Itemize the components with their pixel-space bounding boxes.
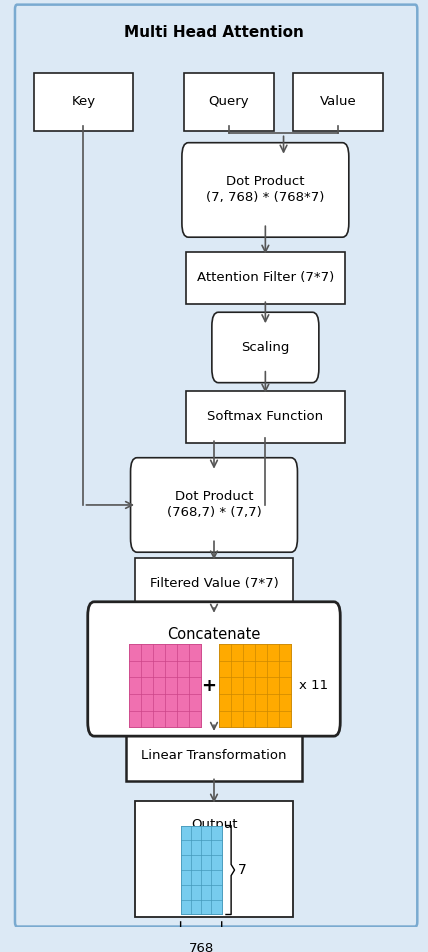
Text: Output: Output — [191, 818, 237, 831]
Text: Softmax Function: Softmax Function — [207, 410, 324, 424]
Text: Multi Head Attention: Multi Head Attention — [124, 25, 304, 40]
FancyBboxPatch shape — [212, 312, 319, 383]
Text: Attention Filter (7*7): Attention Filter (7*7) — [197, 271, 334, 285]
Text: Scaling: Scaling — [241, 341, 290, 354]
FancyBboxPatch shape — [88, 602, 340, 736]
Text: 768: 768 — [189, 942, 214, 952]
Text: Filtered Value (7*7): Filtered Value (7*7) — [150, 577, 278, 590]
FancyBboxPatch shape — [34, 73, 133, 130]
FancyBboxPatch shape — [135, 558, 293, 609]
Text: Value: Value — [320, 95, 357, 109]
FancyBboxPatch shape — [135, 801, 293, 917]
Text: Dot Product
(7, 768) * (768*7): Dot Product (7, 768) * (768*7) — [206, 175, 324, 205]
Bar — [129, 644, 201, 727]
Text: 7: 7 — [238, 863, 247, 877]
Text: Concatenate: Concatenate — [167, 626, 261, 642]
FancyBboxPatch shape — [293, 73, 383, 130]
FancyBboxPatch shape — [184, 73, 274, 130]
FancyBboxPatch shape — [186, 252, 345, 304]
FancyBboxPatch shape — [126, 729, 302, 781]
Text: Dot Product
(768,7) * (7,7): Dot Product (768,7) * (7,7) — [166, 490, 262, 520]
Text: Key: Key — [71, 95, 95, 109]
Text: Query: Query — [209, 95, 249, 109]
Bar — [181, 825, 222, 915]
Bar — [219, 644, 291, 727]
Text: x 11: x 11 — [299, 679, 328, 692]
FancyBboxPatch shape — [186, 391, 345, 443]
Text: Linear Transformation: Linear Transformation — [141, 748, 287, 762]
FancyBboxPatch shape — [131, 458, 297, 552]
FancyBboxPatch shape — [182, 143, 349, 237]
Text: +: + — [201, 677, 216, 695]
FancyBboxPatch shape — [15, 5, 417, 926]
